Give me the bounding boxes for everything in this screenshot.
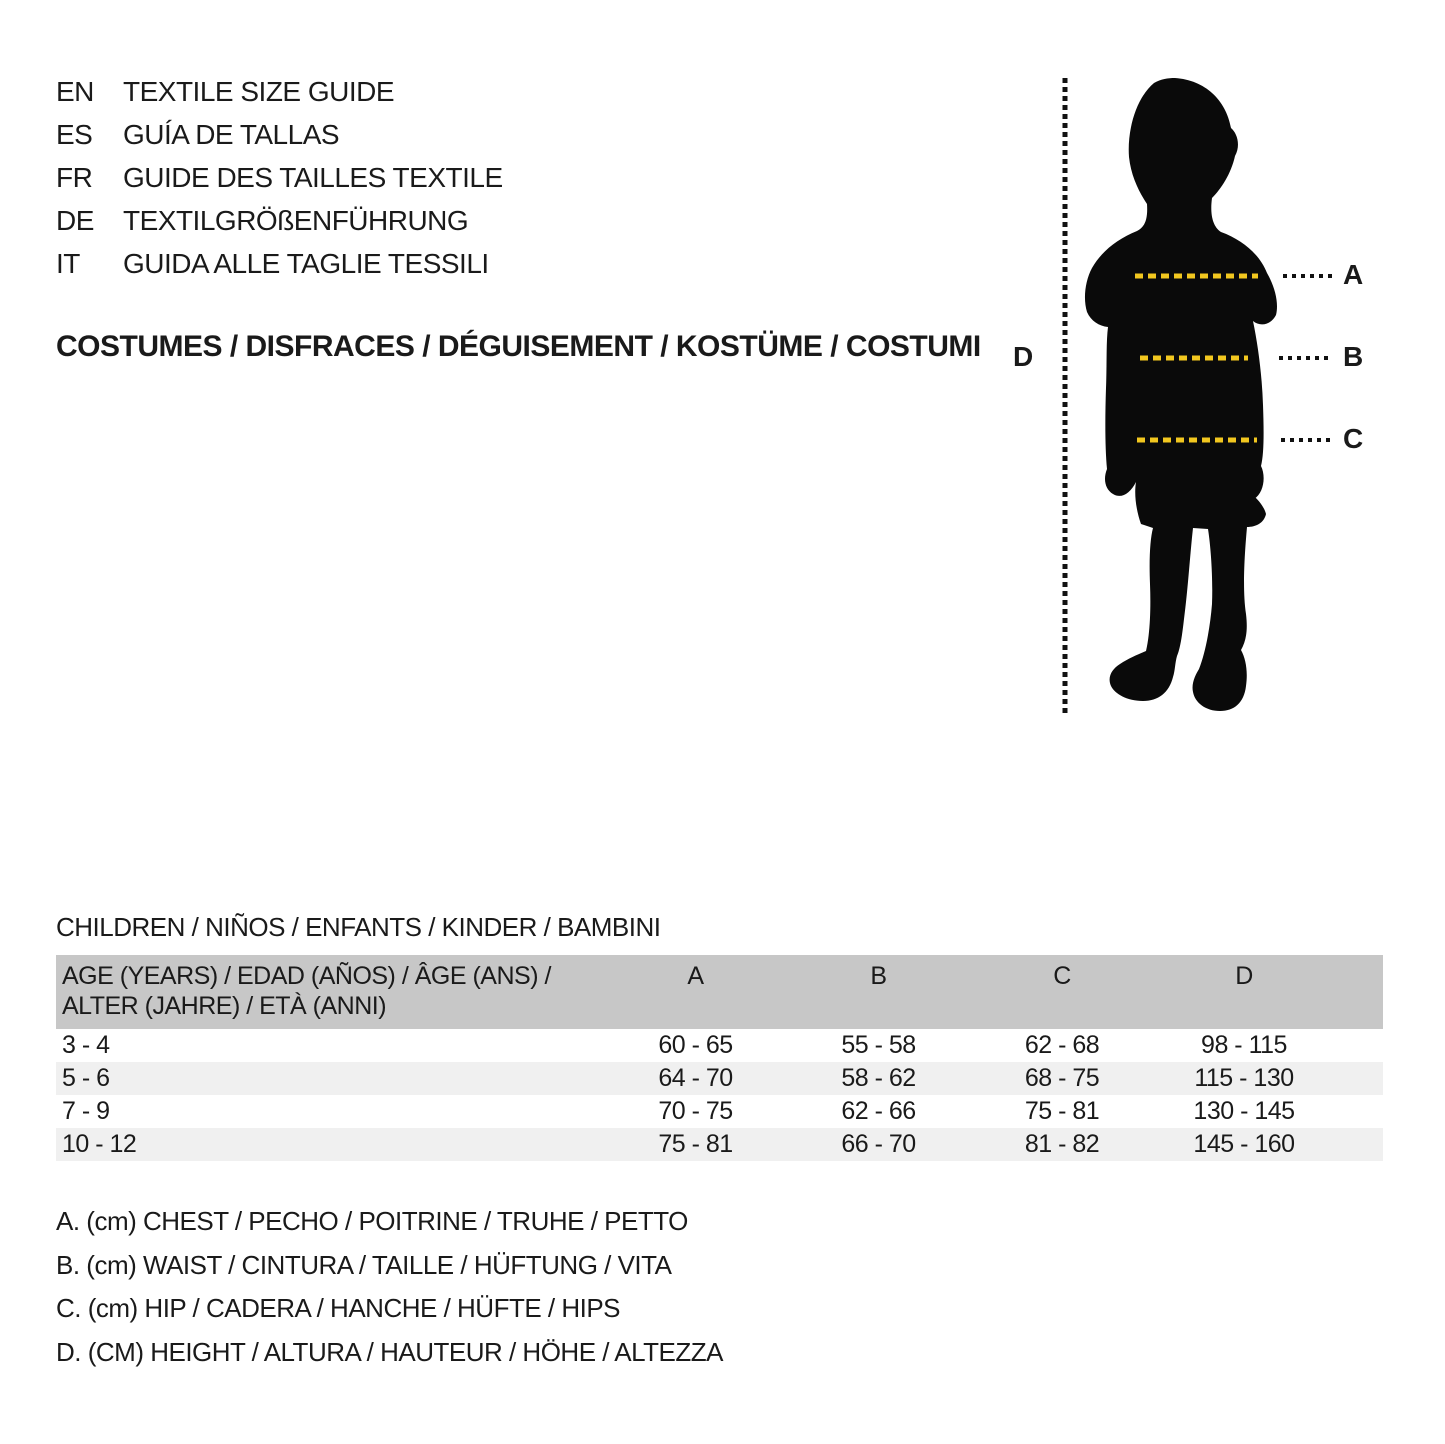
age-column-header: AGE (YEARS) / EDAD (AÑOS) / ÂGE (ANS) / …	[56, 961, 604, 1021]
language-code: IT	[56, 248, 80, 279]
hip-cell: 81 - 82	[1024, 1130, 1100, 1158]
column-header-a: A	[687, 962, 704, 990]
legend-height: D. (CM) HEIGHT / ALTURA / HAUTEUR / HÖHE…	[56, 1336, 723, 1367]
language-code: FR	[56, 162, 93, 193]
age-cell: 10 - 12	[62, 1130, 137, 1158]
height-cell: 115 - 130	[1194, 1064, 1294, 1092]
table-row: 10 - 12 75 - 81 66 - 70 81 - 82 145 - 16…	[56, 1128, 1383, 1161]
waist-cell: 58 - 62	[841, 1064, 916, 1092]
language-code: DE	[56, 205, 94, 236]
language-title: TEXTILE SIZE GUIDE	[123, 76, 395, 107]
table-section-title: CHILDREN / NIÑOS / ENFANTS / KINDER / BA…	[56, 912, 661, 942]
measurement-figure	[1000, 70, 1445, 730]
language-code: EN	[56, 76, 94, 107]
waist-cell: 62 - 66	[841, 1097, 916, 1125]
age-header-line2: ALTER (JAHRE) / ETÀ (ANNI)	[62, 992, 387, 1020]
hip-cell: 62 - 68	[1024, 1031, 1100, 1059]
language-row: FR GUIDE DES TAILLES TEXTILE	[56, 156, 503, 199]
legend-chest: A. (cm) CHEST / PECHO / POITRINE / TRUHE…	[56, 1206, 688, 1236]
language-code: ES	[56, 119, 93, 150]
hip-label: C	[1343, 423, 1363, 454]
column-header-d: D	[1235, 962, 1253, 990]
height-cell: 145 - 160	[1193, 1130, 1295, 1158]
height-label: D	[1013, 341, 1033, 372]
waist-cell: 66 - 70	[841, 1130, 916, 1158]
chest-cell: 60 - 65	[658, 1031, 733, 1059]
table-row: 3 - 4 60 - 65 55 - 58 62 - 68 98 - 115	[56, 1029, 1383, 1062]
language-row: DE TEXTILGRÖßENFÜHRUNG	[56, 199, 503, 242]
language-title-list: EN TEXTILE SIZE GUIDE ES GUÍA DE TALLAS …	[56, 70, 503, 285]
measurement-legend: A. (cm) CHEST / PECHO / POITRINE / TRUHE…	[56, 1200, 723, 1374]
height-cell: 130 - 145	[1193, 1097, 1295, 1125]
language-title: GUIDA ALLE TAGLIE TESSILI	[123, 248, 489, 279]
table-row: 5 - 6 64 - 70 58 - 62 68 - 75 115 - 130	[56, 1062, 1383, 1095]
category-heading: COSTUMES / DISFRACES / DÉGUISEMENT / KOS…	[56, 330, 981, 363]
column-header-b: B	[870, 962, 887, 990]
chest-cell: 64 - 70	[658, 1064, 733, 1092]
table-header-row: AGE (YEARS) / EDAD (AÑOS) / ÂGE (ANS) / …	[56, 955, 1383, 1029]
age-header-line1: AGE (YEARS) / EDAD (AÑOS) / ÂGE (ANS) /	[62, 962, 551, 990]
language-row: EN TEXTILE SIZE GUIDE	[56, 70, 503, 113]
height-cell: 98 - 115	[1201, 1031, 1287, 1059]
waist-cell: 55 - 58	[841, 1031, 916, 1059]
age-cell: 7 - 9	[62, 1097, 110, 1125]
age-cell: 5 - 6	[62, 1064, 110, 1092]
chest-label: A	[1343, 259, 1363, 290]
child-silhouette	[1084, 78, 1277, 711]
waist-label: B	[1343, 341, 1363, 372]
legend-waist: B. (cm) WAIST / CINTURA / TAILLE / HÜFTU…	[56, 1249, 672, 1280]
table-row: 7 - 9 70 - 75 62 - 66 75 - 81 130 - 145	[56, 1095, 1383, 1128]
column-header-c: C	[1053, 962, 1071, 990]
legend-hip: C. (cm) HIP / CADERA / HANCHE / HÜFTE / …	[56, 1293, 621, 1323]
language-row: IT GUIDA ALLE TAGLIE TESSILI	[56, 242, 503, 285]
language-title: TEXTILGRÖßENFÜHRUNG	[123, 205, 469, 236]
chest-cell: 70 - 75	[658, 1097, 733, 1125]
language-title: GUIDE DES TAILLES TEXTILE	[123, 162, 503, 193]
language-title: GUÍA DE TALLAS	[123, 119, 340, 150]
age-cell: 3 - 4	[62, 1031, 110, 1059]
child-silhouette-graphic	[1062, 78, 1334, 713]
language-row: ES GUÍA DE TALLAS	[56, 113, 503, 156]
hip-cell: 75 - 81	[1024, 1097, 1100, 1125]
chest-cell: 75 - 81	[658, 1130, 733, 1158]
hip-cell: 68 - 75	[1024, 1064, 1100, 1092]
size-table: AGE (YEARS) / EDAD (AÑOS) / ÂGE (ANS) / …	[56, 955, 1383, 1161]
